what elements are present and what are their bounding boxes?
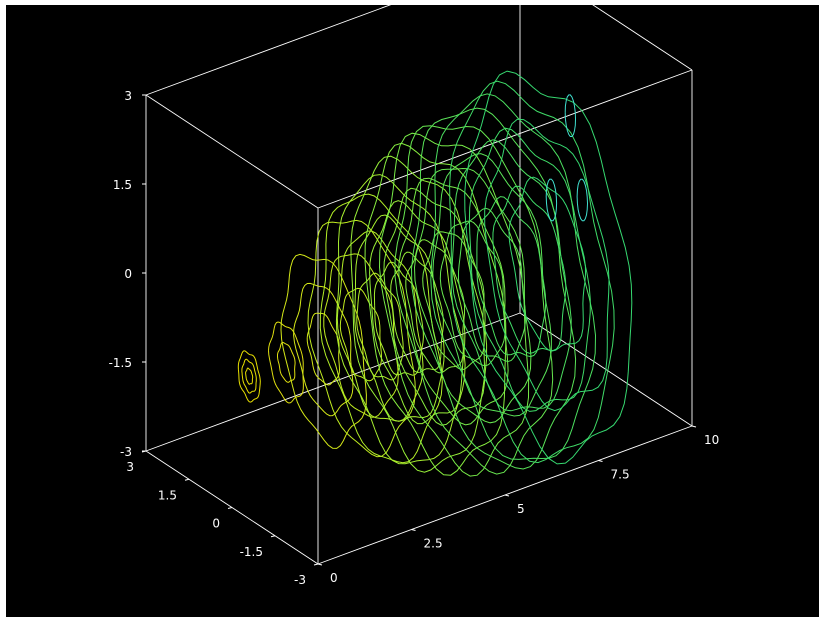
z-axis-tick-label: 0 bbox=[124, 267, 132, 281]
x-axis-tick-label: 2.5 bbox=[424, 537, 443, 551]
contour-ring-x7-1 bbox=[452, 140, 571, 411]
contour-ring-x6.5-1 bbox=[433, 154, 552, 416]
y-axis-tick-label: 0 bbox=[212, 517, 220, 531]
contour-ring-x1-1 bbox=[269, 322, 304, 403]
contour-ring-x2-2 bbox=[281, 254, 366, 448]
y-tick-mark bbox=[185, 479, 189, 480]
contour-ring-x6.5-0 bbox=[459, 208, 526, 361]
z-axis-tick-label: -3 bbox=[120, 445, 132, 459]
contour-ring-x0-0 bbox=[246, 368, 253, 384]
y-axis-tick-label: -1.5 bbox=[240, 545, 263, 559]
contour-ring-x0-1 bbox=[242, 359, 256, 393]
y-tick-mark bbox=[271, 536, 275, 537]
x-tick-mark bbox=[692, 426, 696, 427]
z-axis-tick-label: -1.5 bbox=[109, 356, 132, 370]
x-axis-tick-label: 0 bbox=[330, 571, 338, 585]
x-axis-tick-label: 10 bbox=[704, 433, 719, 447]
box-edge-4 bbox=[318, 70, 692, 208]
z-axis-tick-label: 3 bbox=[124, 89, 132, 103]
z-axis-tick-label: 1.5 bbox=[113, 178, 132, 192]
contour-slices bbox=[238, 71, 632, 476]
y-axis-tick-label: 3 bbox=[126, 460, 134, 474]
contour-ring-x7.5-2 bbox=[450, 81, 615, 462]
box-edge-6 bbox=[146, 0, 520, 95]
y-tick-mark bbox=[314, 564, 318, 565]
contour-ring-x7.5-1 bbox=[469, 128, 590, 411]
highlight-contour-2 bbox=[577, 179, 587, 221]
x-tick-mark bbox=[318, 564, 322, 565]
tick-labels: 02.557.510-3-1.501.53-3-1.501.53 bbox=[109, 89, 720, 587]
x-axis-tick-label: 7.5 bbox=[611, 468, 630, 482]
contour-ring-x0-2 bbox=[238, 351, 260, 402]
x-tick-mark bbox=[599, 461, 603, 462]
y-axis-tick-label: 1.5 bbox=[158, 488, 177, 502]
contour-ring-x5.5-2 bbox=[380, 133, 529, 476]
contour-ring-x3-0 bbox=[340, 288, 381, 380]
y-tick-mark bbox=[228, 508, 232, 509]
x-axis-tick-label: 5 bbox=[517, 502, 525, 516]
contour-ring-x8-0 bbox=[509, 177, 586, 351]
x-tick-mark bbox=[505, 495, 509, 496]
contour-ring-x3-1 bbox=[324, 254, 399, 417]
box-edge-5 bbox=[520, 0, 692, 70]
y-axis-tick-label: -3 bbox=[294, 573, 306, 587]
x-tick-mark bbox=[412, 530, 416, 531]
box-edge-7 bbox=[146, 95, 318, 208]
